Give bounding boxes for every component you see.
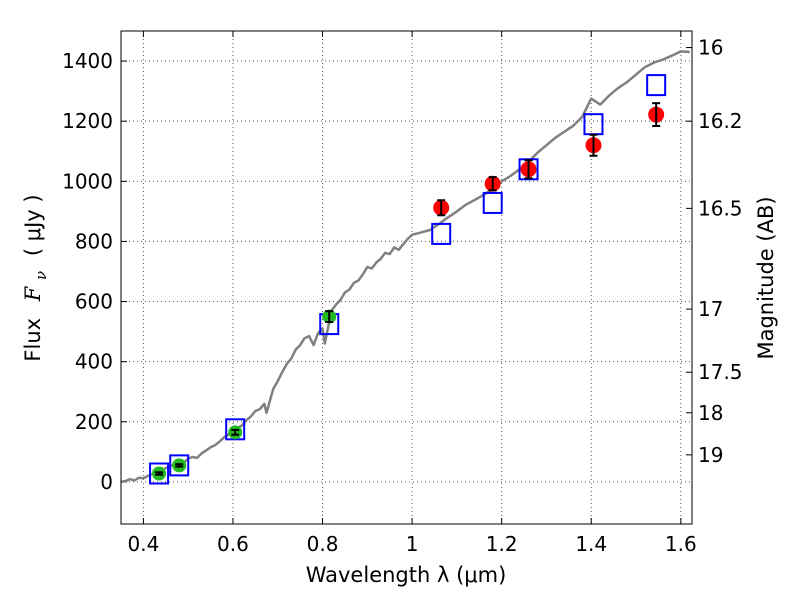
y-tick-label: 1000	[62, 169, 113, 193]
x-axis-label: Wavelength λ (μm)	[306, 563, 507, 587]
y-axis-label-symbol: F	[21, 285, 45, 302]
y-tick-label: 400	[75, 350, 113, 374]
x-tick-label: 0.6	[217, 532, 249, 556]
nir-points	[433, 102, 665, 217]
y-tick-label: 800	[75, 229, 113, 253]
y-tick-label: 0	[100, 470, 113, 494]
y2-axis-label: Magnitude (AB)	[754, 196, 778, 359]
y2-tick-label: 16.2	[698, 109, 743, 133]
y-tick-label: 1200	[62, 109, 113, 133]
x-tick-label: 0.8	[307, 532, 339, 556]
model-square	[169, 454, 190, 477]
model-square	[482, 191, 503, 214]
x-tick-label: 1	[406, 532, 419, 556]
y-tick-labels: 0 200 400 600 800 1000 1200 1400	[62, 49, 113, 494]
x-tick-label: 1.2	[486, 532, 518, 556]
plot-frame	[120, 30, 693, 525]
y2-tick-label: 16.5	[698, 196, 743, 220]
y2-tick-labels: 16 16.2 16.5 17 17.5 18 19	[698, 36, 743, 467]
y2-tick-label: 16	[698, 36, 723, 60]
x-tick-label: 0.4	[127, 532, 159, 556]
x-tick-label: 1.6	[665, 532, 697, 556]
x-tick-labels: 0.4 0.6 0.8 1 1.2 1.4 1.6	[127, 532, 696, 556]
ticks	[121, 31, 692, 524]
y2-tick-label: 18	[698, 401, 723, 425]
y-axis-label-units: ( μJy )	[21, 194, 45, 256]
y-tick-label: 600	[75, 290, 113, 314]
y-axis-label: Flux F ν ( μJy )	[21, 194, 51, 361]
y-tick-label: 200	[75, 410, 113, 434]
y2-tick-label: 19	[698, 443, 723, 467]
x-tick-label: 1.4	[575, 532, 607, 556]
spectrum-line	[121, 50, 690, 484]
model-square	[646, 74, 667, 97]
y2-tick-label: 17	[698, 297, 723, 321]
y2-tick-label: 17.5	[698, 360, 743, 384]
y-axis-label-subscript: ν	[32, 271, 50, 280]
optical-points	[152, 309, 337, 481]
y-tick-label: 1400	[62, 49, 113, 73]
model-square	[431, 222, 452, 245]
plot-area	[121, 50, 690, 485]
y-axis-label-prefix: Flux	[21, 318, 45, 362]
model-square	[149, 462, 170, 485]
